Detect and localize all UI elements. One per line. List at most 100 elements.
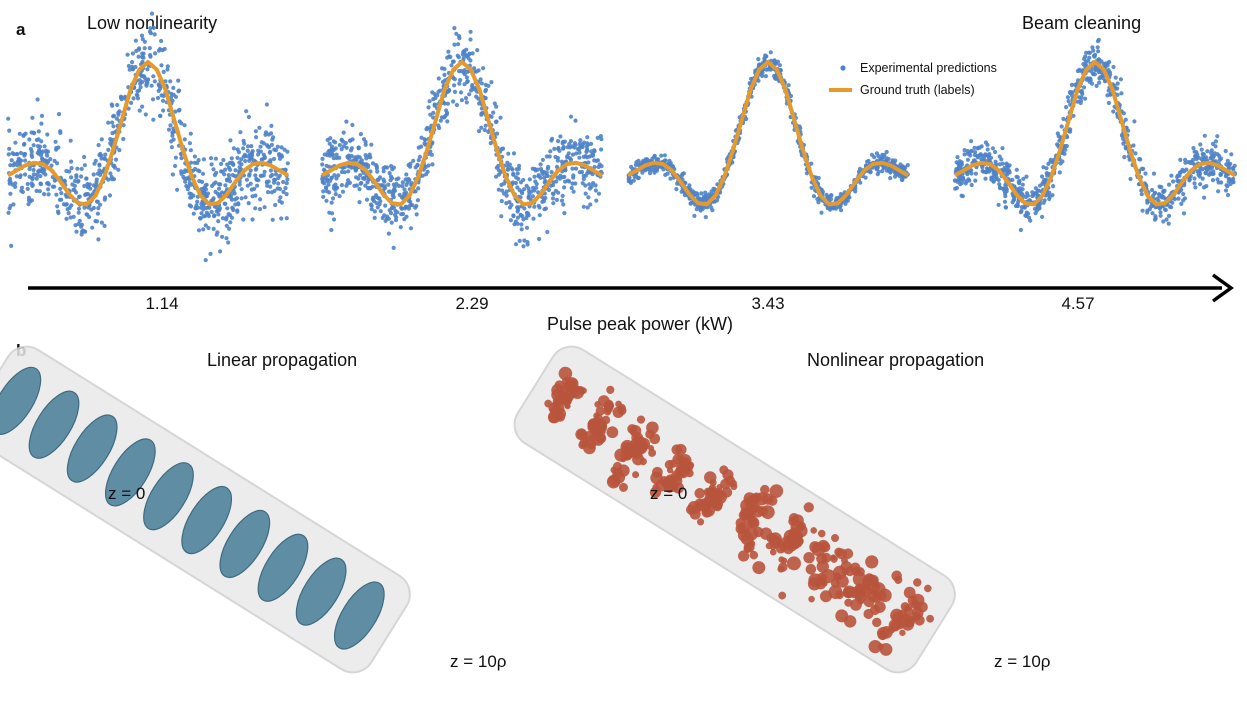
prediction-point: [461, 56, 466, 61]
mode-fragment: [817, 539, 830, 552]
prediction-point: [1107, 70, 1113, 75]
prediction-point: [262, 205, 267, 210]
prediction-point: [402, 206, 407, 211]
prediction-point: [346, 169, 351, 174]
prediction-point: [1141, 166, 1146, 171]
prediction-point: [472, 87, 477, 92]
prediction-point: [1150, 211, 1155, 216]
prediction-point: [1192, 176, 1197, 181]
prediction-point: [36, 169, 41, 174]
prediction-point: [407, 164, 413, 169]
prediction-point: [159, 93, 164, 98]
prediction-point: [148, 31, 153, 36]
prediction-point: [470, 83, 475, 88]
mode-lobe: [333, 581, 385, 650]
prediction-point: [173, 155, 178, 160]
prediction-point: [494, 174, 499, 179]
prediction-point: [115, 102, 120, 108]
prediction-point: [596, 191, 602, 196]
prediction-point: [45, 181, 51, 186]
prediction-point: [1223, 188, 1229, 193]
prediction-point: [518, 212, 523, 217]
prediction-point: [179, 156, 184, 161]
prediction-point: [462, 48, 467, 54]
prediction-point: [279, 200, 284, 205]
prediction-point: [1105, 63, 1110, 68]
prediction-point: [98, 202, 103, 207]
prediction-point: [569, 185, 574, 191]
prediction-point: [458, 90, 464, 95]
prediction-point: [109, 177, 115, 182]
prediction-point: [1217, 157, 1222, 162]
prediction-point: [522, 206, 527, 211]
prediction-point: [99, 220, 104, 225]
prediction-point: [566, 151, 571, 156]
prediction-point: [9, 243, 14, 248]
mode-fragment: [868, 640, 882, 654]
subplot-3: [626, 50, 910, 220]
prediction-point: [283, 186, 288, 191]
prediction-point: [375, 169, 380, 174]
prediction-point: [567, 179, 572, 184]
prediction-point: [426, 105, 431, 110]
prediction-point: [220, 234, 225, 239]
prediction-point: [442, 72, 447, 77]
prediction-point: [414, 203, 419, 209]
prediction-point: [467, 92, 472, 97]
prediction-point: [173, 163, 178, 169]
mode-fragment: [595, 421, 608, 434]
mode-fragment: [844, 598, 853, 607]
prediction-point: [679, 174, 684, 179]
prediction-point: [77, 194, 82, 199]
prediction-point: [963, 181, 968, 186]
prediction-point: [362, 175, 367, 180]
prediction-point: [1003, 205, 1008, 210]
prediction-point: [390, 193, 395, 198]
prediction-point: [573, 166, 579, 171]
mode-fragment: [852, 572, 867, 587]
mode-fragment: [571, 378, 578, 386]
mode-lobe: [778, 533, 861, 603]
prediction-point: [476, 129, 482, 134]
prediction-point: [1062, 151, 1067, 156]
prediction-point: [702, 205, 707, 210]
tick-label-1: 1.14: [145, 294, 179, 313]
prediction-point: [408, 202, 413, 207]
prediction-point: [113, 157, 119, 162]
mode-fragment: [778, 591, 787, 600]
prediction-point: [456, 42, 461, 47]
prediction-point: [82, 205, 87, 210]
ground-truth-line-1: [7, 60, 289, 207]
prediction-point: [543, 179, 548, 184]
prediction-point: [135, 89, 140, 94]
prediction-point: [112, 163, 117, 168]
prediction-point: [540, 199, 545, 204]
prediction-point: [223, 183, 228, 188]
prediction-point: [431, 97, 436, 102]
prediction-point: [445, 89, 450, 94]
prediction-point: [1080, 91, 1085, 96]
prediction-point: [530, 166, 535, 171]
prediction-point: [1215, 152, 1220, 157]
prediction-point: [142, 46, 147, 51]
prediction-point: [449, 63, 454, 68]
prediction-point: [452, 83, 457, 88]
prediction-point: [452, 77, 457, 82]
prediction-point: [246, 201, 251, 206]
prediction-point: [352, 183, 357, 188]
prediction-point: [586, 160, 591, 165]
prediction-point: [361, 137, 367, 142]
prediction-point: [515, 215, 521, 220]
prediction-point: [1037, 183, 1043, 188]
mode-fragment: [671, 444, 683, 456]
mode-fragment: [578, 440, 587, 450]
prediction-point: [383, 203, 388, 208]
prediction-point: [376, 177, 381, 182]
prediction-point: [411, 158, 416, 163]
prediction-point: [156, 48, 161, 53]
prediction-point: [269, 131, 274, 136]
prediction-point: [76, 206, 82, 211]
prediction-point: [589, 149, 594, 154]
prediction-point: [1209, 165, 1215, 170]
prediction-point: [90, 225, 95, 230]
